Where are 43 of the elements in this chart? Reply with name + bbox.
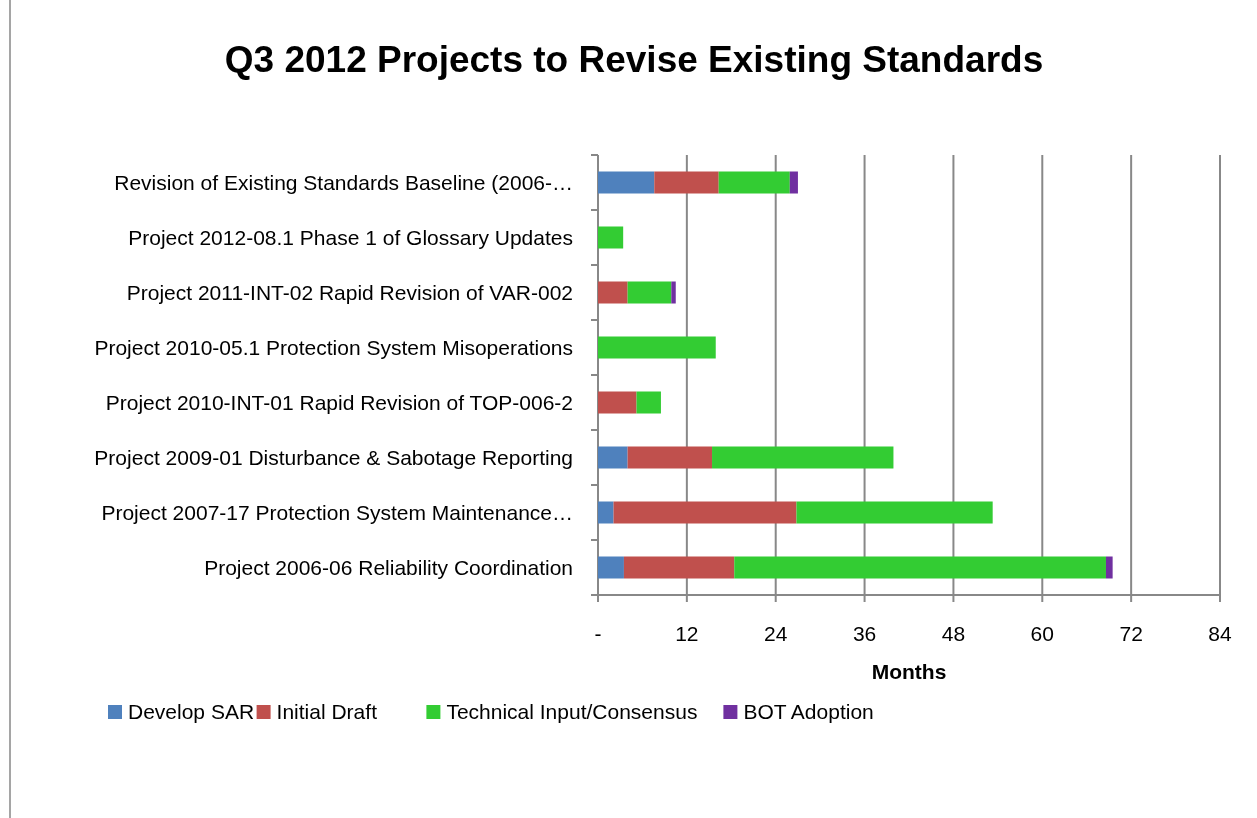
bar <box>613 501 797 524</box>
bar <box>636 391 661 414</box>
y-tick-label: Project 2010-INT-01 Rapid Revision of TOP-006-2 <box>105 390 573 414</box>
bar <box>598 556 624 579</box>
bar <box>671 281 676 304</box>
bar <box>1105 556 1113 579</box>
bar <box>598 336 716 359</box>
y-tick-label: Project 2010-05.1 Protection System Misoperations <box>94 335 573 359</box>
bar <box>712 446 894 469</box>
x-tick-label: 60 <box>1030 622 1054 645</box>
bar <box>718 171 790 194</box>
chart-title: Q3 2012 Projects to Revise Existing Standards <box>224 39 1044 80</box>
bar <box>598 391 637 414</box>
y-tick-label: Project 2011-INT-02 Rapid Revision of VAR-002 <box>126 280 573 304</box>
x-tick-label: 36 <box>852 622 877 645</box>
bar <box>598 501 614 524</box>
x-axis-title: Months <box>871 660 947 683</box>
bar <box>734 556 1106 579</box>
x-tick-label: 72 <box>1119 622 1143 645</box>
x-tick-label: 24 <box>764 622 788 645</box>
bar <box>627 281 672 304</box>
legend-label: Develop SAR <box>128 700 255 723</box>
y-tick-label: Project 2007-17 Protection System Maintenance… <box>101 500 573 524</box>
bar <box>623 556 735 579</box>
bar <box>598 446 628 469</box>
bar <box>654 171 719 194</box>
bar <box>598 281 628 304</box>
bar <box>627 446 713 469</box>
bar <box>598 171 655 194</box>
x-tick-label: 12 <box>675 622 699 645</box>
legend-label: Technical Input/Consensus <box>446 700 698 723</box>
bar <box>598 226 624 249</box>
bar <box>796 501 993 524</box>
y-tick-label: Project 2012-08.1 Phase 1 of Glossary Updates <box>128 225 573 249</box>
y-tick-label: Revision of Existing Standards Baseline (2006-… <box>114 170 573 194</box>
y-tick-label: Project 2006-06 Reliability Coordination <box>204 555 573 579</box>
x-tick-label: 48 <box>941 622 966 645</box>
legend-label: BOT Adoption <box>743 700 874 723</box>
legend-label: Initial Draft <box>276 700 378 723</box>
y-tick-label: Project 2009-01 Disturbance & Sabotage Reporting <box>94 445 573 469</box>
bar <box>789 171 798 194</box>
x-tick-label: - <box>594 622 602 645</box>
x-tick-label: 84 <box>1208 622 1232 645</box>
